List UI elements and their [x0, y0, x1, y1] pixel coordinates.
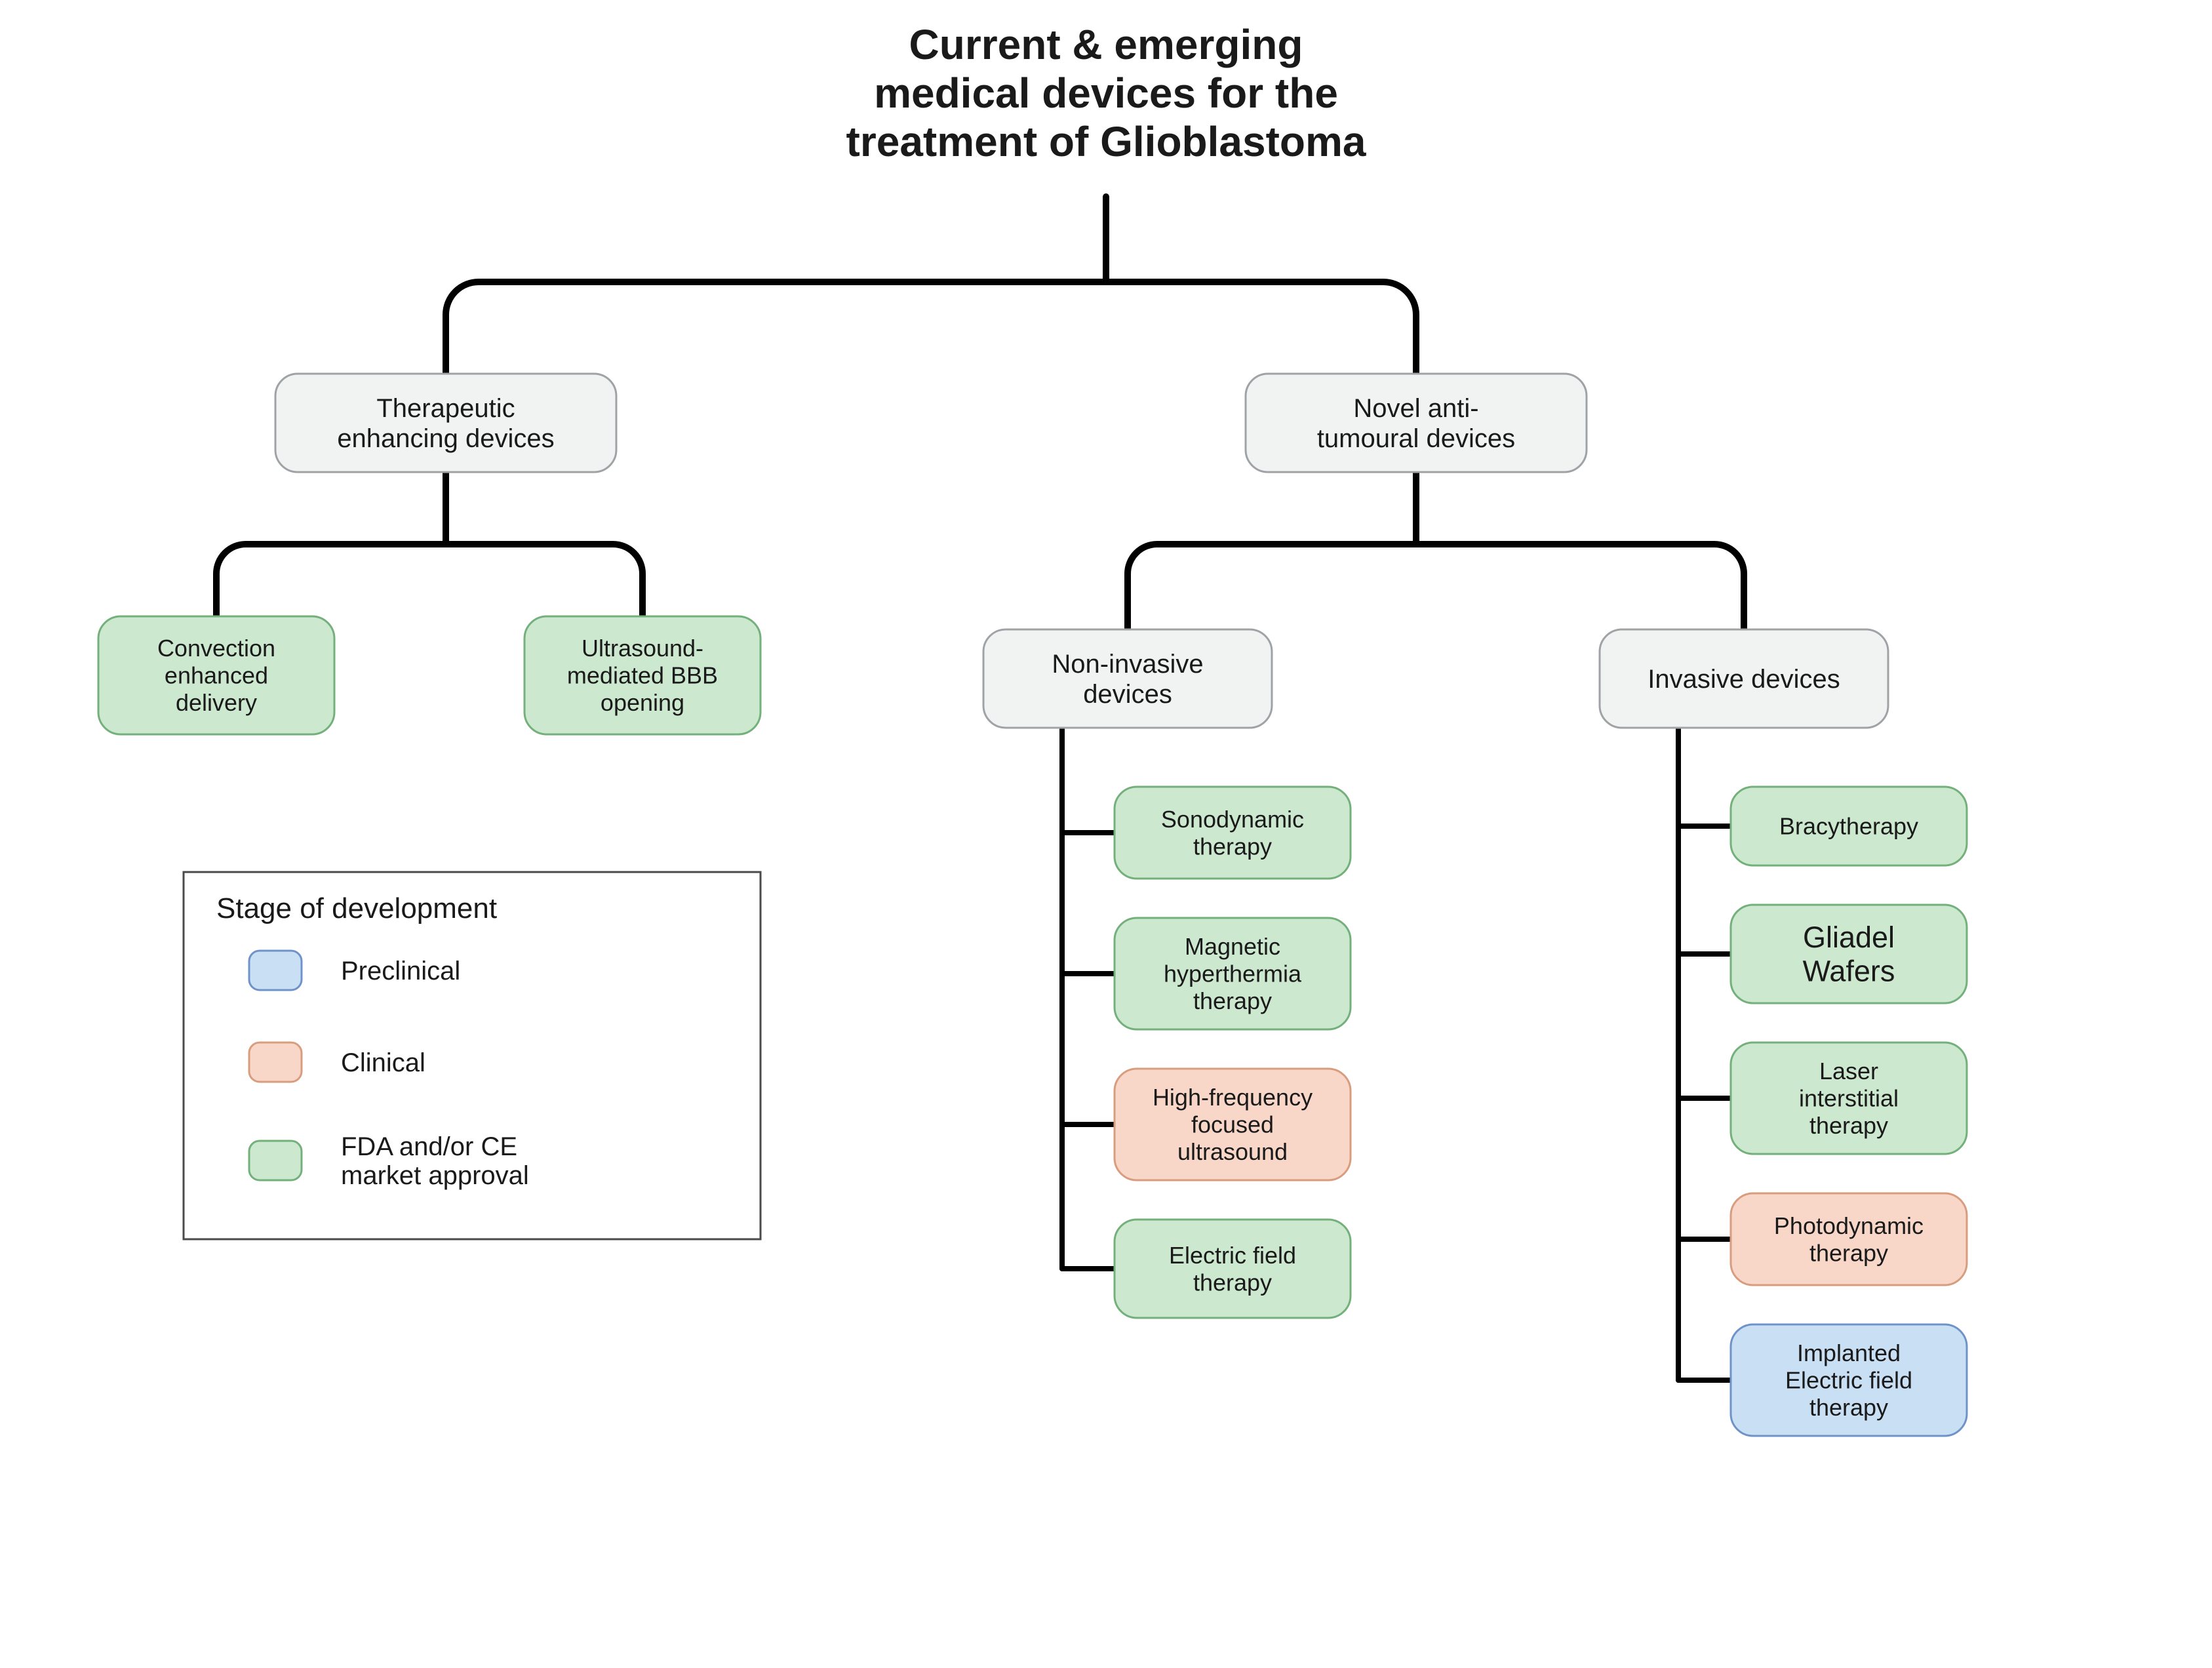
category-label: tumoural devices [1317, 424, 1515, 453]
legend-label: Preclinical [341, 957, 460, 985]
leaf-label: opening [601, 689, 684, 716]
category-label: Therapeutic [376, 394, 515, 423]
legend-swatch-preclinical [249, 951, 302, 990]
leaf-label: Implanted [1797, 1340, 1901, 1366]
connector [1128, 544, 1157, 629]
legend-swatch-clinical [249, 1042, 302, 1082]
legend-label: Clinical [341, 1048, 425, 1077]
category-label: Invasive devices [1648, 665, 1840, 694]
category-box-therapeutic [275, 374, 616, 472]
leaf-label: Electric field [1785, 1367, 1912, 1394]
category-box-novel [1246, 374, 1587, 472]
leaf-label: therapy [1193, 987, 1272, 1014]
leaf-label: ultrasound [1177, 1138, 1288, 1165]
leaf-label: Gliadel [1803, 921, 1895, 954]
leaf-label: therapy [1193, 833, 1272, 860]
connector [216, 544, 246, 616]
leaf-label: Electric field [1169, 1242, 1296, 1269]
category-label: Non-invasive [1052, 650, 1203, 679]
leaf-label: Bracytherapy [1779, 813, 1918, 840]
leaf-label: therapy [1809, 1112, 1888, 1139]
category-box-noninvasive [983, 629, 1272, 728]
connector [1714, 544, 1744, 629]
leaf-label: hyperthermia [1164, 961, 1302, 987]
leaf-label: High-frequency [1153, 1084, 1313, 1111]
legend-title: Stage of development [216, 892, 497, 924]
leaf-label: Ultrasound- [582, 635, 703, 662]
leaf-label: Sonodynamic [1161, 806, 1304, 833]
leaf-label: therapy [1809, 1394, 1888, 1421]
leaf-label: therapy [1809, 1239, 1888, 1266]
connector [613, 544, 642, 616]
category-label: enhancing devices [337, 424, 554, 453]
diagram-title-line: medical devices for the [874, 70, 1338, 117]
leaf-label: Photodynamic [1774, 1212, 1924, 1239]
leaf-label: enhanced [165, 662, 268, 689]
connector [1383, 282, 1416, 374]
legend-label: market approval [341, 1161, 529, 1190]
legend-label: FDA and/or CE [341, 1132, 517, 1161]
leaf-label: interstitial [1799, 1085, 1899, 1112]
diagram-title-line: Current & emerging [909, 21, 1303, 68]
leaf-label: Laser [1819, 1058, 1878, 1084]
connector [446, 282, 479, 374]
category-label: devices [1083, 680, 1172, 709]
leaf-label: mediated BBB [567, 662, 718, 689]
leaf-label: Convection [157, 635, 275, 662]
leaf-label: delivery [176, 689, 257, 716]
legend-swatch-approved [249, 1141, 302, 1180]
leaf-label: Magnetic [1185, 933, 1280, 960]
leaf-label: focused [1191, 1111, 1274, 1138]
leaf-label: Wafers [1803, 955, 1895, 988]
category-label: Novel anti- [1353, 394, 1478, 423]
leaf-label: therapy [1193, 1269, 1272, 1296]
diagram-title-line: treatment of Glioblastoma [846, 118, 1366, 165]
